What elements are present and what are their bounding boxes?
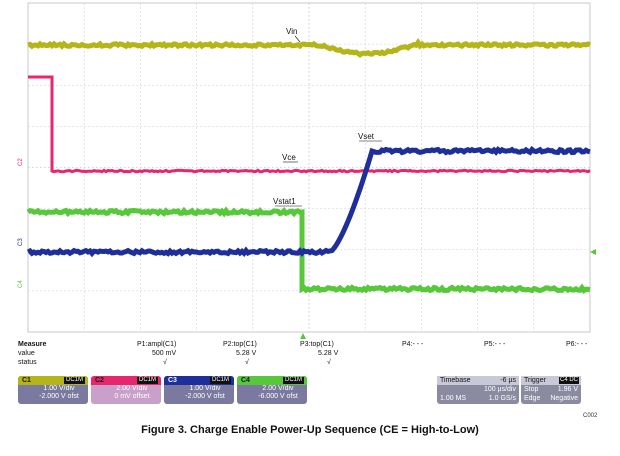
- figure-caption: Figure 3. Charge Enable Power-Up Sequenc…: [0, 424, 620, 436]
- graticule: [28, 3, 590, 332]
- label-vin: Vin: [286, 27, 297, 36]
- trigger-slope: Negative: [550, 395, 578, 403]
- label-vstat1: Vstat1: [273, 197, 296, 206]
- timebase-box[interactable]: Timebase -6 µs 100 µs/div 1.00 MS 1.0 GS/…: [437, 376, 519, 404]
- channel-c1-coupling: DC1M: [64, 377, 85, 384]
- page-id: C002: [583, 413, 597, 419]
- channel-c4-coupling: DC1M: [283, 377, 304, 384]
- channel-c1-name: C1: [22, 377, 31, 385]
- channel-c3-name: C3: [168, 377, 177, 385]
- param-p1[interactable]: P1:ampl(C1): [137, 340, 176, 349]
- p2-status: √: [245, 358, 249, 367]
- param-p6[interactable]: P6:- - -: [566, 340, 587, 349]
- label-vset: Vset: [358, 132, 375, 141]
- timebase-rate: 1.0 GS/s: [489, 395, 516, 403]
- measure-row-status-name: status: [18, 358, 37, 367]
- param-p3[interactable]: P3:top(C1): [300, 340, 334, 349]
- p3-status: √: [327, 358, 331, 367]
- trigger-time-marker: [300, 333, 306, 339]
- marker-c3: C3: [18, 238, 24, 246]
- p3-value: 5.28 V: [318, 349, 338, 358]
- trigger-label: Trigger: [524, 377, 546, 385]
- channel-c3-offset: -2.000 V ofst: [164, 393, 234, 401]
- param-p4[interactable]: P4:- - -: [402, 340, 423, 349]
- measure-header: Measure: [18, 340, 46, 349]
- channel-c3-coupling: DC1M: [210, 377, 231, 384]
- marker-c2: C2: [18, 158, 24, 166]
- trigger-level-marker: [590, 249, 596, 255]
- scope-display: Vin Vce Vstat1 Vset C2 C3 C4: [0, 0, 620, 340]
- channel-c4-vdiv: 2.00 V/div: [237, 385, 307, 393]
- timebase-label: Timebase: [440, 377, 470, 385]
- trigger-source: C4 DC: [559, 377, 579, 384]
- label-vin-leader: [295, 36, 300, 42]
- p1-value: 500 mV: [152, 349, 176, 358]
- trace-vset: [28, 150, 590, 254]
- trigger-type: Edge: [524, 395, 540, 403]
- channel-c2-name: C2: [95, 377, 104, 385]
- channel-c1-vdiv: 1.00 V/div: [18, 385, 88, 393]
- timebase-tdiv: 100 µs/div: [484, 386, 516, 394]
- channel-c4-name: C4: [241, 377, 250, 385]
- label-vce: Vce: [282, 153, 296, 162]
- channel-c1-box[interactable]: C1 DC1M 1.00 V/div -2.000 V ofst: [18, 376, 88, 404]
- channel-c4-box[interactable]: C4 DC1M 2.00 V/div -6.000 V ofst: [237, 376, 307, 404]
- channel-c2-offset: 0 mV offset: [91, 393, 161, 401]
- channel-c2-coupling: DC1M: [137, 377, 158, 384]
- p2-value: 5.28 V: [236, 349, 256, 358]
- timebase-samples: 1.00 MS: [440, 395, 466, 403]
- param-p2[interactable]: P2:top(C1): [223, 340, 257, 349]
- channel-c3-box[interactable]: C3 DC1M 1.00 V/div -2.000 V ofst: [164, 376, 234, 404]
- channel-c1-offset: -2.000 V ofst: [18, 393, 88, 401]
- channel-c4-offset: -6.000 V ofst: [237, 393, 307, 401]
- p1-status: √: [163, 358, 167, 367]
- channel-c3-vdiv: 1.00 V/div: [164, 385, 234, 393]
- trigger-mode: Stop: [524, 386, 538, 394]
- channel-c2-vdiv: 2.00 V/div: [91, 385, 161, 393]
- timebase-delay: -6 µs: [500, 377, 516, 385]
- channel-c2-box[interactable]: C2 DC1M 2.00 V/div 0 mV offset: [91, 376, 161, 404]
- trigger-level: 1.96 V: [558, 386, 578, 394]
- measure-row-value-name: value: [18, 349, 35, 358]
- param-p5[interactable]: P5:- - -: [484, 340, 505, 349]
- marker-c4: C4: [18, 280, 24, 288]
- trigger-box[interactable]: Trigger C4 DC Stop 1.96 V Edge Negative: [521, 376, 581, 404]
